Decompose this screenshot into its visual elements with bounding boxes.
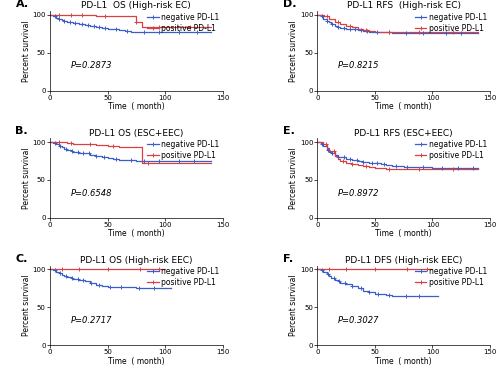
Legend: negative PD-L1, positive PD-L1: negative PD-L1, positive PD-L1 xyxy=(412,10,490,36)
Y-axis label: Percent survival: Percent survival xyxy=(22,20,31,82)
Text: P=0.6548: P=0.6548 xyxy=(70,188,112,198)
Legend: negative PD-L1, positive PD-L1: negative PD-L1, positive PD-L1 xyxy=(144,137,222,163)
Y-axis label: Percent survival: Percent survival xyxy=(22,275,31,336)
X-axis label: Time  ( month): Time ( month) xyxy=(376,229,432,239)
Legend: negative PD-L1, positive PD-L1: negative PD-L1, positive PD-L1 xyxy=(412,264,490,290)
Title: PD-L1 RFS (ESC+EEC): PD-L1 RFS (ESC+EEC) xyxy=(354,129,453,138)
Text: B.: B. xyxy=(16,127,28,137)
Text: F.: F. xyxy=(283,254,293,264)
Y-axis label: Percent survival: Percent survival xyxy=(290,275,298,336)
Y-axis label: Percent survival: Percent survival xyxy=(290,20,298,82)
Text: P=0.8972: P=0.8972 xyxy=(338,188,380,198)
Title: PD-L1 OS (ESC+EEC): PD-L1 OS (ESC+EEC) xyxy=(89,129,184,138)
Text: P=0.2717: P=0.2717 xyxy=(70,316,112,325)
X-axis label: Time  ( month): Time ( month) xyxy=(108,229,164,239)
Text: P=0.2873: P=0.2873 xyxy=(70,61,112,70)
Y-axis label: Percent survival: Percent survival xyxy=(22,147,31,209)
Legend: negative PD-L1, positive PD-L1: negative PD-L1, positive PD-L1 xyxy=(412,137,490,163)
Title: PD-L1 RFS  (High-risk EC): PD-L1 RFS (High-risk EC) xyxy=(346,1,461,10)
X-axis label: Time  ( month): Time ( month) xyxy=(108,102,164,111)
Text: P=0.3027: P=0.3027 xyxy=(338,316,380,325)
Legend: negative PD-L1, positive PD-L1: negative PD-L1, positive PD-L1 xyxy=(144,10,222,36)
Y-axis label: Percent survival: Percent survival xyxy=(290,147,298,209)
Title: PD-L1  OS (High-risk EC): PD-L1 OS (High-risk EC) xyxy=(82,1,191,10)
Text: D.: D. xyxy=(283,0,296,9)
X-axis label: Time  ( month): Time ( month) xyxy=(376,357,432,365)
Text: P=0.8215: P=0.8215 xyxy=(338,61,380,70)
Title: PD-L1 OS (High-risk EEC): PD-L1 OS (High-risk EEC) xyxy=(80,256,192,265)
Legend: negative PD-L1, positive PD-L1: negative PD-L1, positive PD-L1 xyxy=(144,264,222,290)
Text: C.: C. xyxy=(16,254,28,264)
Title: PD-L1 DFS (High-risk EEC): PD-L1 DFS (High-risk EEC) xyxy=(345,256,463,265)
Text: E.: E. xyxy=(283,127,295,137)
X-axis label: Time  ( month): Time ( month) xyxy=(108,357,164,365)
Text: A.: A. xyxy=(16,0,28,9)
X-axis label: Time  ( month): Time ( month) xyxy=(376,102,432,111)
